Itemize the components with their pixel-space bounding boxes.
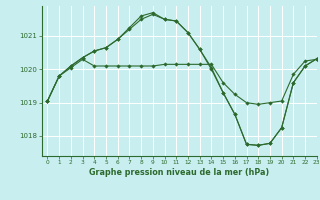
- X-axis label: Graphe pression niveau de la mer (hPa): Graphe pression niveau de la mer (hPa): [89, 168, 269, 177]
